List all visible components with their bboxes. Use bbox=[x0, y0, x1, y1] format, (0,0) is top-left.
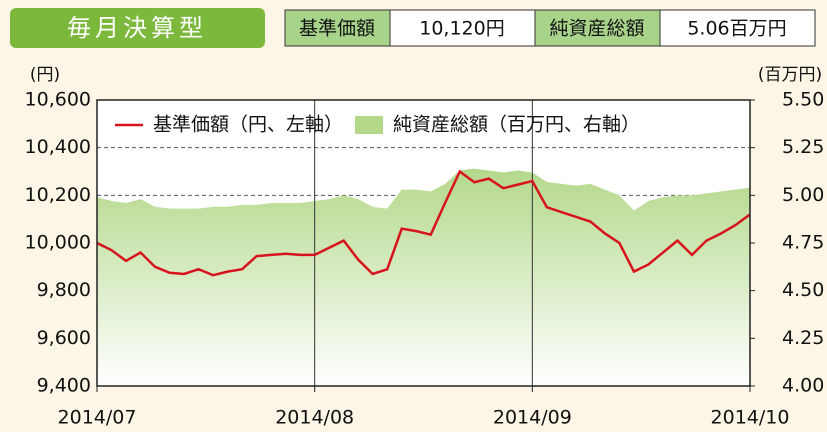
y2-unit: (百万円) bbox=[758, 65, 822, 85]
y2-tick-label: 4.25 bbox=[782, 327, 824, 349]
line bbox=[96, 169, 751, 277]
y2-tick-label: 4.50 bbox=[782, 279, 824, 301]
y2-tick-label: 5.00 bbox=[782, 184, 824, 206]
cell bbox=[389, 9, 536, 47]
cell-text: 10,120円 bbox=[419, 18, 504, 40]
y2-tick-label: 5.25 bbox=[782, 136, 824, 158]
legend-label: 基準価額（円、左軸） bbox=[153, 114, 343, 136]
plot-frame bbox=[96, 99, 751, 387]
y-tick-label: 9,400 bbox=[37, 375, 91, 397]
x-tick-label: 2014/07 bbox=[58, 407, 137, 429]
x-tick-label: 2014/09 bbox=[493, 407, 572, 429]
tag-box bbox=[10, 8, 265, 48]
y2-tick-label: 4.00 bbox=[782, 375, 824, 397]
y-tick-label: 9,600 bbox=[37, 327, 91, 349]
cell-text: 5.06百万円 bbox=[687, 18, 786, 40]
cell-text: 基準価額 bbox=[299, 18, 375, 40]
info-table: 基準価額 10,120円 純資産総額 5.06百万円 bbox=[284, 9, 816, 47]
tag: 毎月決算型 bbox=[67, 14, 207, 42]
area bbox=[97, 168, 750, 386]
cell bbox=[659, 9, 816, 47]
y-tick-label: 10,400 bbox=[25, 136, 91, 158]
y2-tick-label: 4.75 bbox=[782, 232, 824, 254]
y-tick-label: 9,800 bbox=[37, 279, 91, 301]
y-tick-label: 10,200 bbox=[25, 184, 91, 206]
y2-tick-label: 5.50 bbox=[782, 89, 824, 111]
y-tick-label: 10,600 bbox=[25, 89, 91, 111]
y-unit: (円) bbox=[30, 65, 60, 85]
legend-swatch bbox=[355, 116, 383, 134]
legend-label: 純資産総額（百万円、右軸） bbox=[393, 114, 640, 136]
cell-text: 純資産総額 bbox=[549, 18, 644, 40]
y-tick-label: 10,000 bbox=[25, 232, 91, 254]
x-tick-label: 2014/10 bbox=[711, 407, 790, 429]
x-tick-label: 2014/08 bbox=[275, 407, 354, 429]
